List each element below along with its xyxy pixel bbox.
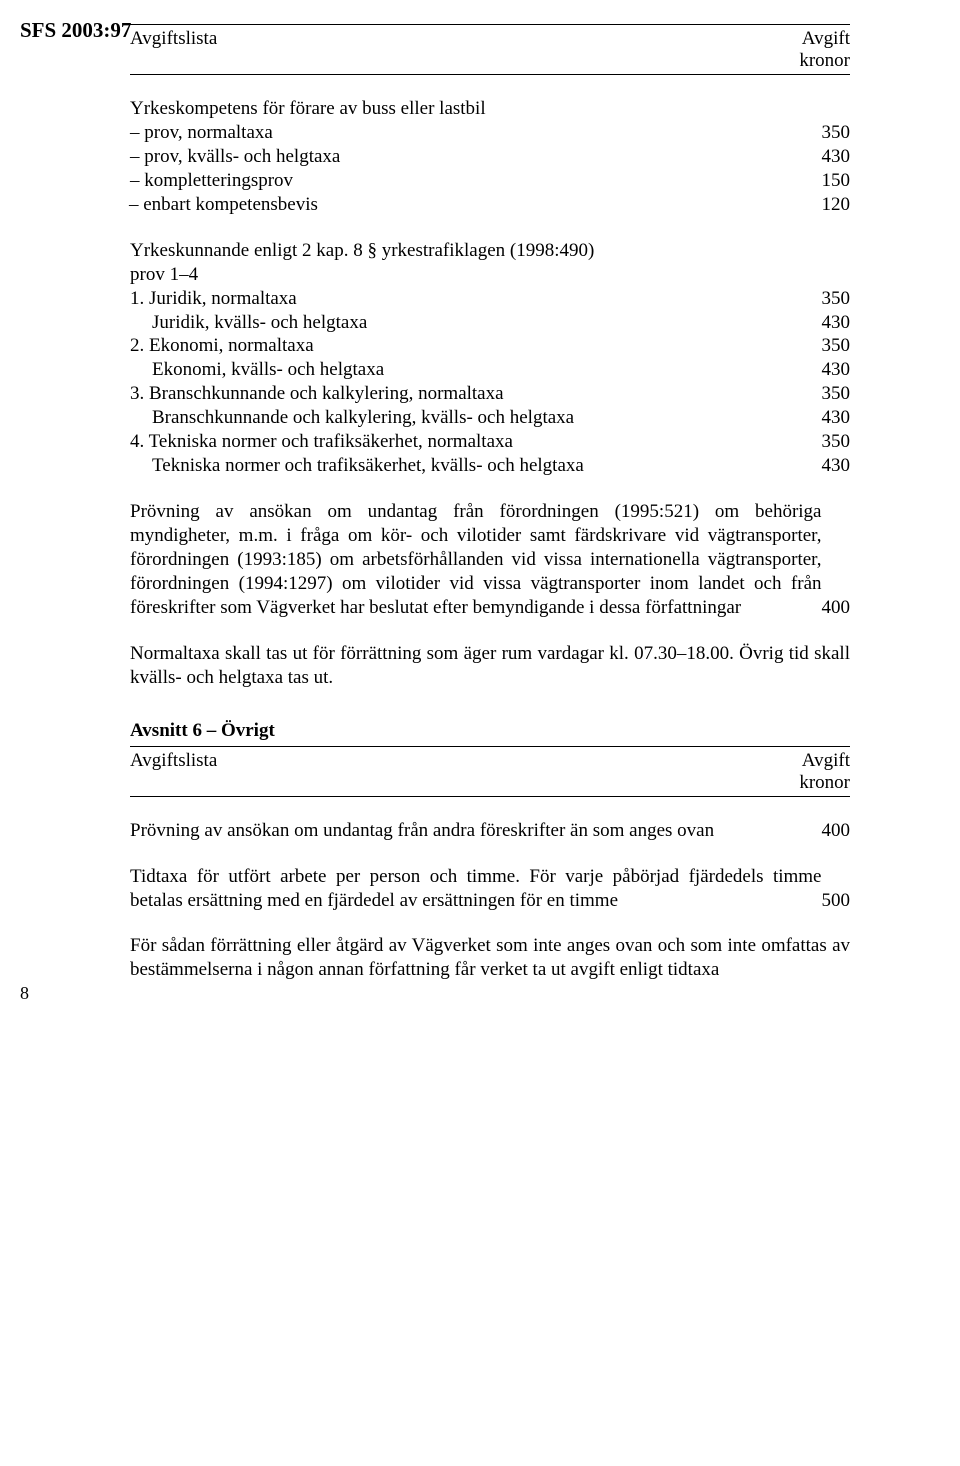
fee-sublabel: Branschkunnande och kalkylering, kvälls-… [152, 406, 790, 430]
fee-sublabel: Juridik, kvälls- och helgtaxa [152, 311, 790, 335]
fee-sublabel: Ekonomi, kvälls- och helgtaxa [152, 358, 790, 382]
fee-value: 350 [790, 430, 850, 454]
fee-value: 430 [790, 311, 850, 335]
fee-value: 350 [790, 334, 850, 358]
paragraph-text: Prövning av ansökan om undantag från and… [130, 819, 714, 843]
fee-value: 150 [790, 169, 850, 193]
fee-row: – enbart kompetensbevis 120 [130, 193, 850, 217]
fee-value: 400 [822, 819, 851, 843]
fee-table-header-2: Avgiftslista Avgift kronor [130, 746, 850, 797]
fee-row: 1. Juridik, normaltaxa 350 [130, 287, 850, 311]
fee-table-header: Avgiftslista Avgift kronor [130, 24, 850, 75]
fee-label: 1. Juridik, normaltaxa [130, 287, 790, 311]
th-right-bottom: kronor [799, 772, 850, 793]
fee-label: – prov, normaltaxa [130, 121, 790, 145]
fee-row: 3. Branschkunnande och kalkylering, norm… [130, 382, 850, 406]
sfs-reference: SFS 2003:97 [20, 18, 131, 43]
fee-row: 2. Ekonomi, normaltaxa 350 [130, 334, 850, 358]
th-left: Avgiftslista [130, 750, 217, 794]
paragraph-provning-andra: Prövning av ansökan om undantag från and… [130, 819, 850, 843]
page-number: 8 [20, 983, 29, 1004]
fee-value: 350 [790, 287, 850, 311]
th-right: Avgift kronor [799, 28, 850, 72]
fee-value: 430 [790, 406, 850, 430]
paragraph-text: Tidtaxa för utfört arbete per person och… [130, 865, 822, 913]
th-right: Avgift kronor [799, 750, 850, 794]
fee-label: – prov, kvälls- och helgtaxa [130, 145, 790, 169]
fee-subrow: Ekonomi, kvälls- och helgtaxa 430 [130, 358, 850, 382]
intro-line-1: Yrkeskunnande enligt 2 kap. 8 § yrkestra… [130, 239, 850, 263]
fee-row: 4. Tekniska normer och trafiksäkerhet, n… [130, 430, 850, 454]
fee-label: 2. Ekonomi, normaltaxa [130, 334, 790, 358]
fee-label-text: – enbart kompetensbevis [129, 194, 318, 215]
th-right-bottom: kronor [799, 50, 850, 71]
paragraph-forrattning: För sådan förrättning eller åtgärd av Vä… [130, 934, 850, 982]
intro-line-2: prov 1–4 [130, 263, 850, 287]
fee-value: 350 [790, 382, 850, 406]
fee-sublabel: Tekniska normer och trafiksäkerhet, kväl… [152, 454, 790, 478]
fee-subrow: Branschkunnande och kalkylering, kvälls-… [130, 406, 850, 430]
fee-value: 430 [790, 454, 850, 478]
th-left: Avgiftslista [130, 28, 217, 72]
fee-row: – prov, normaltaxa 350 [130, 121, 850, 145]
fee-row: – kompletteringsprov 150 [130, 169, 850, 193]
section-6-title: Avsnitt 6 – Övrigt [130, 720, 850, 742]
section-yrkeskompetens: Yrkeskompetens för förare av buss eller … [130, 97, 850, 217]
fee-value: 500 [822, 889, 851, 913]
fee-value: 350 [790, 121, 850, 145]
fee-subrow: Tekniska normer och trafiksäkerhet, kväl… [130, 454, 850, 478]
fee-label: – enbart kompetensbevis [130, 193, 790, 217]
th-right-top: Avgift [802, 28, 850, 49]
section-title-a: Yrkeskompetens för förare av buss eller … [130, 97, 850, 121]
fee-label: 4. Tekniska normer och trafiksäkerhet, n… [130, 430, 790, 454]
fee-label: – kompletteringsprov [130, 169, 790, 193]
paragraph-normaltaxa: Normaltaxa skall tas ut för förrättning … [130, 642, 850, 690]
section-yrkeskunnande: Yrkeskunnande enligt 2 kap. 8 § yrkestra… [130, 239, 850, 478]
fee-value: 120 [790, 193, 850, 217]
fee-subrow: Juridik, kvälls- och helgtaxa 430 [130, 311, 850, 335]
paragraph-tidtaxa: Tidtaxa för utfört arbete per person och… [130, 865, 850, 913]
th-right-top: Avgift [802, 750, 850, 771]
fee-value: 430 [790, 358, 850, 382]
paragraph-provning-undantag: Prövning av ansökan om undantag från för… [130, 500, 850, 620]
fee-value: 430 [790, 145, 850, 169]
fee-label: 3. Branschkunnande och kalkylering, norm… [130, 382, 790, 406]
fee-value: 400 [822, 596, 851, 620]
paragraph-text: Prövning av ansökan om undantag från för… [130, 500, 822, 620]
fee-row: – prov, kvälls- och helgtaxa 430 [130, 145, 850, 169]
